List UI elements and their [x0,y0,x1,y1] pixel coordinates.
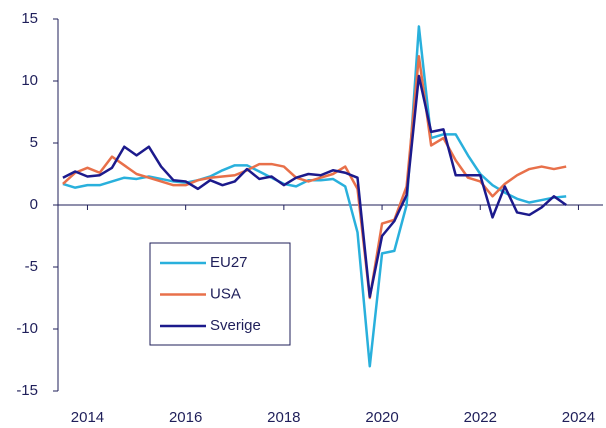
x-tick-label: 2024 [562,409,595,426]
y-tick-label: -5 [25,258,38,275]
x-tick-label: 2014 [71,409,104,426]
y-tick-label: -15 [16,382,38,399]
x-tick-label: 2022 [464,409,497,426]
x-tick-label: 2016 [169,409,202,426]
line-series [62,54,567,300]
x-tick-label: 2020 [365,409,398,426]
legend-label: USA [210,285,241,302]
line-series [62,74,567,299]
legend-label: Sverige [210,317,261,334]
y-tick-label: -10 [16,320,38,337]
x-tick-label: 2018 [267,409,300,426]
line-series [62,25,567,368]
y-tick-label: 15 [21,10,38,27]
y-tick-label: 5 [30,134,38,151]
legend-label: EU27 [210,254,248,271]
y-tick-label: 0 [30,196,38,213]
y-tick-label: 10 [21,72,38,89]
